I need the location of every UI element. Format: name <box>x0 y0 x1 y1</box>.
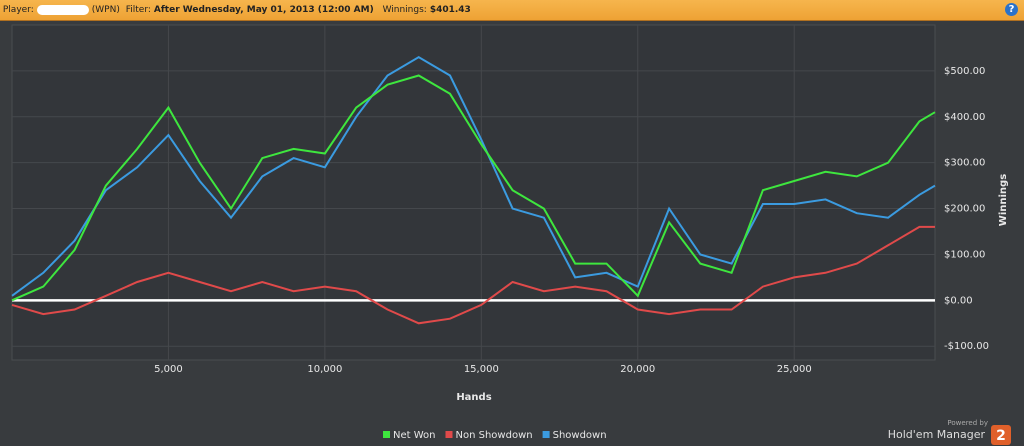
legend-label: Net Won <box>393 430 436 441</box>
help-button[interactable]: ? <box>1005 3 1018 16</box>
redaction <box>36 4 89 15</box>
chart: Hands Winnings Powered by Hold'em Manage… <box>11 24 1011 445</box>
filter: After Wednesday, May 01, 2013 (12:00 AM) <box>153 5 374 15</box>
legend-swatch <box>383 431 390 438</box>
y-tick-label: $400.00 <box>944 112 985 123</box>
version: 2 <box>996 428 1006 444</box>
y-tick-label: $200.00 <box>944 204 985 215</box>
network: (WPN) <box>91 5 120 15</box>
series-line <box>11 225 935 325</box>
y-tick-label: -$100.00 <box>944 341 989 352</box>
series-line <box>11 55 936 297</box>
x-tick-label: 5,000 <box>154 364 183 375</box>
series-line <box>11 74 936 302</box>
legend-swatch <box>542 431 550 438</box>
legend-label: Showdown <box>553 430 607 441</box>
plot-area <box>11 24 936 361</box>
logo-badge <box>991 425 1011 445</box>
winnings-label: Winnings: <box>382 5 427 15</box>
y-tick-label: $500.00 <box>944 66 985 77</box>
player-label: Player: <box>2 5 34 15</box>
x-axis-title: Hands <box>456 392 491 403</box>
x-tick-label: 25,000 <box>777 364 812 375</box>
legend-label: Non Showdown <box>456 430 533 441</box>
winnings: $401.43 <box>429 5 471 15</box>
legend-swatch <box>445 431 453 438</box>
x-tick-label: 10,000 <box>307 364 342 375</box>
x-tick-label: 20,000 <box>620 364 655 375</box>
product-name: Hold'em Manager <box>888 428 986 441</box>
x-tick-label: 15,000 <box>464 364 499 375</box>
y-tick-label: $100.00 <box>944 249 985 260</box>
powered-by: Powered by <box>947 419 988 427</box>
header-bar: Player: (WPN) Filter: After Wednesday, May… <box>0 0 1024 21</box>
filter-label: Filter: <box>125 5 151 15</box>
y-axis-title: Winnings <box>998 174 1009 226</box>
y-tick-label: $0.00 <box>944 295 973 306</box>
y-tick-label: $300.00 <box>944 158 985 169</box>
